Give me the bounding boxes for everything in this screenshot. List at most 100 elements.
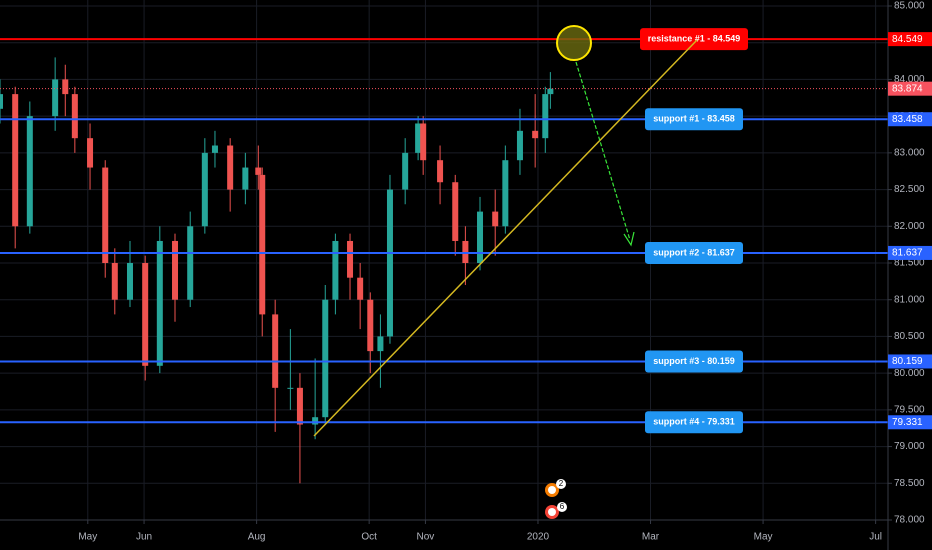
price-badge [888,32,932,47]
candle-body [142,263,149,366]
price-badge [888,245,932,260]
level-label: support #4 - 79.331 [653,417,735,427]
price-badge-label: 83.458 [892,114,923,125]
y-tick-label: 78.000 [894,515,925,526]
x-tick-label: Oct [361,532,377,543]
candle-body [402,152,409,190]
x-tick-label: May [754,532,773,543]
candle-body [312,417,319,425]
candle-body [332,240,339,300]
candle-body [211,145,218,153]
candle-body [287,387,294,389]
candle-body [492,211,499,227]
candle-body [367,299,374,352]
y-tick-label: 78.500 [894,478,925,489]
candle-body [52,79,59,117]
level-label: support #2 - 81.637 [653,247,735,257]
x-tick-label: May [78,532,97,543]
candle-body [156,240,163,366]
level-box [645,350,743,373]
candle-body [272,314,279,388]
arrow-line [575,61,631,241]
price-badge-label: 79.331 [892,417,923,428]
candle-body [322,299,329,418]
price-badge [888,112,932,127]
candle-body [516,130,523,161]
price-badge [888,415,932,430]
candle-body [187,226,194,300]
candle-body [259,174,266,315]
candle-body [420,123,427,161]
level-box [645,241,743,264]
candle-body [542,94,549,139]
y-tick-label: 82.500 [894,184,925,195]
candle-body [415,123,422,153]
candle-body [437,160,444,183]
event-icon: 2 [545,479,566,497]
level-label: resistance #1 - 84.549 [648,33,741,43]
candle-body [102,167,109,263]
candle-body [71,94,78,139]
candle-body [532,130,539,139]
candle-body [255,167,262,175]
highlight-ellipse [556,25,592,61]
candle-body [62,79,69,95]
price-badge [888,354,932,369]
last-price-label: 83.874 [892,83,923,94]
x-tick-label: Jul [869,532,882,543]
candle-body [12,94,19,227]
candle-body [87,138,94,168]
price-badge-label: 81.637 [892,248,923,259]
candle-body [201,152,208,227]
price-badge-label: 84.549 [892,34,923,45]
candle-body [377,336,384,352]
axes: 85.00084.50084.00083.50083.00082.50082.0… [78,1,932,543]
candle-body [477,211,484,263]
candles [0,57,554,484]
x-tick-label: Mar [642,532,660,543]
y-tick-label: 80.000 [894,368,925,379]
last-price-badge [888,81,932,96]
grid [0,0,888,521]
y-tick-label: 80.500 [894,331,925,342]
x-tick-label: Aug [248,532,266,543]
candle-body [242,167,249,190]
level-box [645,411,743,434]
level-box [645,108,743,131]
candle-body [0,94,3,109]
y-tick-label: 81.500 [894,258,925,269]
event-count: 2 [559,479,564,488]
arrow-head [623,231,635,247]
candle-body [547,88,554,95]
y-tick-label: 79.000 [894,441,925,452]
candle-body [111,263,118,300]
trend-line [313,39,698,437]
candle-body [502,160,509,227]
candle-body [386,189,393,337]
level-label: support #1 - 83.458 [653,114,735,124]
level-box [640,28,748,51]
candle-body [227,145,234,190]
candle-body [452,182,459,241]
y-tick-label: 81.000 [894,294,925,305]
candle-body [126,263,133,300]
x-tick-label: 2020 [527,532,550,543]
y-tick-label: 79.500 [894,404,925,415]
candle-body [347,240,354,278]
y-tick-label: 82.000 [894,221,925,232]
price-badge-label: 80.159 [892,356,923,367]
candle-body [172,240,179,300]
level-label: support #3 - 80.159 [653,356,735,366]
event-icon: 6 [545,502,567,519]
y-tick-label: 84.000 [894,74,925,85]
x-tick-label: Jun [136,532,152,543]
candle-body [357,277,364,300]
candle-body [26,116,33,227]
y-tick-label: 83.000 [894,147,925,158]
event-count: 6 [560,502,565,511]
levels: resistance #1 - 84.549 support #1 - 83.45… [0,28,888,434]
candle-body [296,387,303,425]
